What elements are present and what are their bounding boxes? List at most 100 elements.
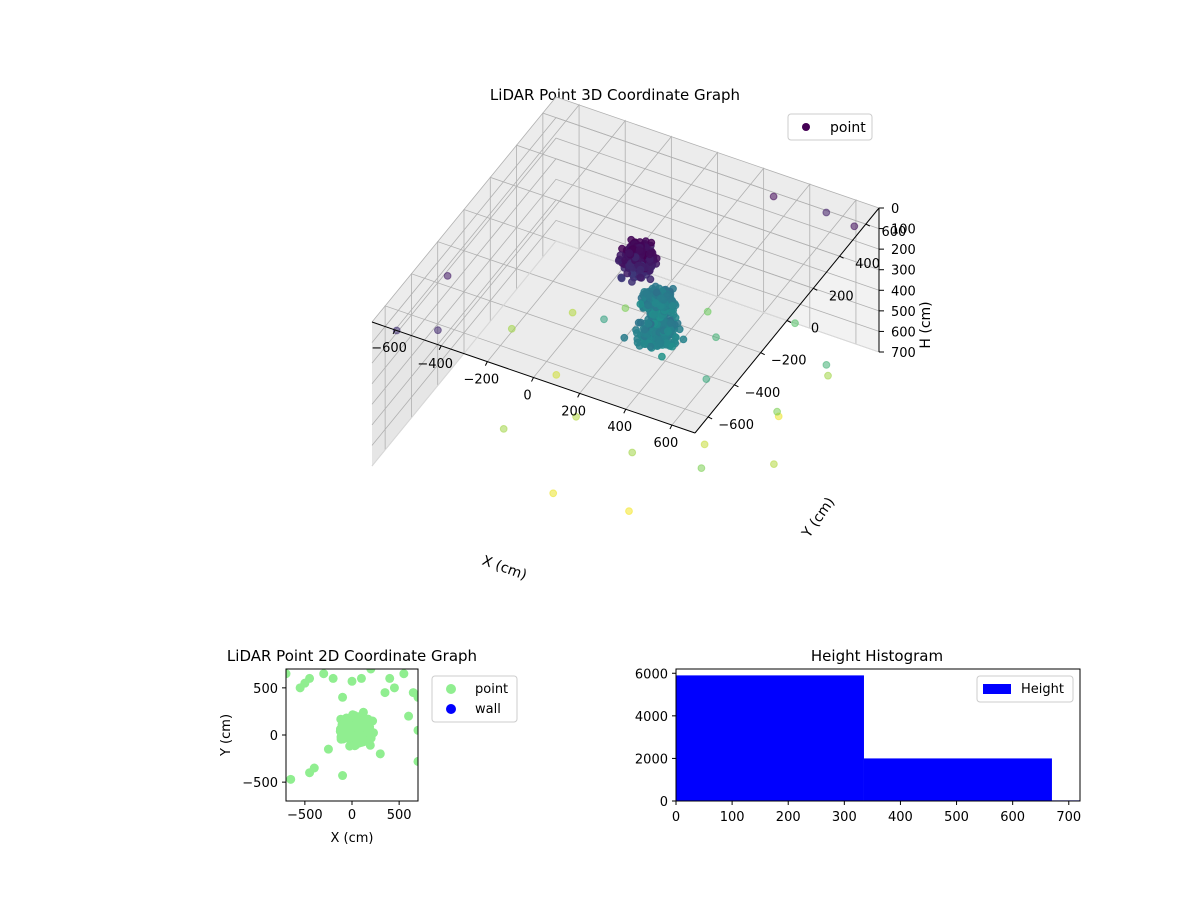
point-marker xyxy=(700,440,709,449)
chart-histogram-legend-label: Height xyxy=(1021,682,1064,697)
point-marker xyxy=(658,352,666,361)
chart-histogram-ticks: 0 100 200 300 400 500 600 700 0 2000 4000 6000 xyxy=(635,667,1081,825)
point-marker xyxy=(413,725,418,735)
y-tick-label: 4000 xyxy=(635,710,668,725)
x-tick-label: −500 xyxy=(287,808,323,823)
x-tick xyxy=(438,345,442,351)
z-tick-label: 200 xyxy=(891,243,916,258)
point-marker xyxy=(305,673,315,683)
point-marker xyxy=(667,308,676,317)
chart-histogram-legend-box xyxy=(976,675,1074,703)
point-marker xyxy=(375,749,385,759)
y-tick-label: 0 xyxy=(660,795,668,810)
y-tick-label: 200 xyxy=(829,289,854,304)
x-tick-label: 0 xyxy=(523,389,531,404)
point-marker xyxy=(549,489,558,498)
chart-3d-points xyxy=(392,192,859,516)
point-marker xyxy=(365,740,375,750)
point-marker xyxy=(356,673,366,683)
point-marker xyxy=(668,302,677,310)
histogram-bar xyxy=(676,675,864,801)
z-tick-label: 400 xyxy=(891,284,916,299)
point-marker xyxy=(663,327,672,336)
grid-line-z xyxy=(371,117,880,343)
chart-3d: LiDAR Point 3D Coordinate Graph −600 −400… xyxy=(371,86,934,584)
point-marker xyxy=(636,300,645,309)
point-marker xyxy=(286,669,291,679)
y-tick xyxy=(865,223,871,227)
point-marker xyxy=(443,272,452,280)
point-marker xyxy=(702,375,711,384)
x-tick xyxy=(669,424,673,430)
grid-line-z xyxy=(371,178,880,405)
point-marker xyxy=(822,208,831,217)
point-marker xyxy=(295,683,305,693)
x-tick xyxy=(392,329,396,335)
point-marker xyxy=(621,304,630,313)
histogram-bar xyxy=(863,758,1052,801)
point-marker xyxy=(413,692,418,702)
point-marker xyxy=(434,326,442,335)
point-marker xyxy=(338,771,348,781)
x-tick-label: 600 xyxy=(1000,810,1025,825)
chart-3d-grid xyxy=(371,96,880,467)
point-marker xyxy=(703,307,712,316)
chart-3d-legend-box xyxy=(787,113,873,141)
point-marker xyxy=(770,460,778,469)
x-tick-label: −600 xyxy=(371,341,407,356)
x-tick-label: 100 xyxy=(720,810,745,825)
chart-histogram-bars xyxy=(676,675,1080,801)
point-marker xyxy=(600,315,608,324)
point-marker xyxy=(625,249,634,257)
chart-2d-legend-label-point: point xyxy=(475,682,508,697)
point-marker xyxy=(342,733,352,742)
point-marker xyxy=(413,756,418,766)
chart-3d-legend: point xyxy=(787,113,873,141)
point-marker xyxy=(337,720,347,730)
z-tick-label: 300 xyxy=(891,264,916,279)
chart-2d-xlabel: X (cm) xyxy=(331,831,374,846)
grid-line-z xyxy=(371,158,880,384)
point-marker xyxy=(305,768,315,778)
y-tick xyxy=(786,320,792,323)
pane-edge-top xyxy=(371,240,880,467)
point-marker xyxy=(351,740,361,750)
point-marker xyxy=(366,669,376,674)
x-tick xyxy=(484,361,488,366)
chart-2d-ylabel: Y (cm) xyxy=(219,714,234,757)
point-marker xyxy=(668,342,677,351)
point-marker xyxy=(822,361,831,369)
point-marker xyxy=(380,688,390,698)
point-marker xyxy=(633,338,642,347)
point-marker xyxy=(647,238,656,247)
x-tick-label: 500 xyxy=(387,808,412,823)
y-tick xyxy=(813,287,818,291)
point-marker xyxy=(623,269,632,278)
point-marker xyxy=(620,333,629,342)
chart-histogram-title: Height Histogram xyxy=(811,647,943,665)
x-tick-label: 300 xyxy=(832,810,857,825)
chart-3d-zlabel: H (cm) xyxy=(918,301,934,348)
x-tick-label: 400 xyxy=(888,810,913,825)
point-marker xyxy=(359,735,369,744)
y-tick-label: 500 xyxy=(253,682,278,697)
z-tick-label: 0 xyxy=(891,202,899,217)
x-tick-label: 200 xyxy=(776,810,801,825)
y-tick-label: 400 xyxy=(855,257,880,272)
point-marker xyxy=(634,318,643,327)
chart-3d-title: LiDAR Point 3D Coordinate Graph xyxy=(490,86,740,104)
grid-line-z xyxy=(371,219,880,446)
x-tick-label: 200 xyxy=(561,404,586,419)
chart-histogram: Height Histogram 0 100 200 300 400 500 600 7000… xyxy=(635,647,1081,825)
chart-histogram-legend: Height xyxy=(976,675,1074,703)
point-marker xyxy=(328,673,338,683)
point-marker xyxy=(618,244,626,253)
point-marker xyxy=(319,669,329,679)
point-marker xyxy=(644,319,653,328)
point-marker xyxy=(635,246,644,255)
point-marker xyxy=(628,278,636,286)
point-marker xyxy=(628,448,637,457)
chart-3d-ylabel: Y (cm) xyxy=(799,495,839,542)
point-marker xyxy=(636,273,645,282)
chart-3d-xlabel: X (cm) xyxy=(480,553,529,584)
